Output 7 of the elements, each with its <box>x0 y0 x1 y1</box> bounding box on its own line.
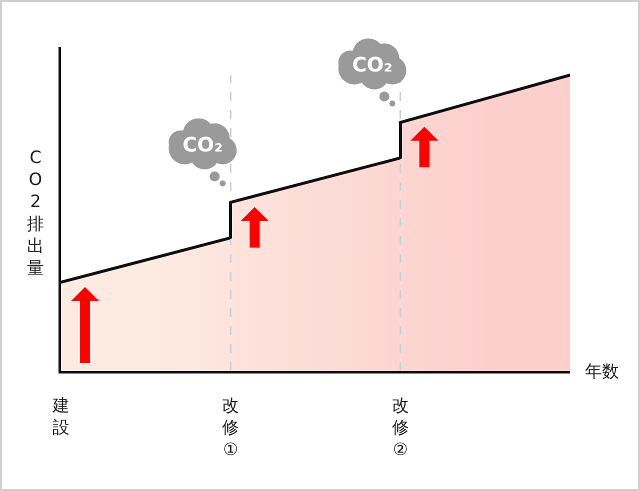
x-tick-label: 改修① <box>222 396 240 460</box>
annotation: CO₂ <box>182 132 223 156</box>
x-tick-label: 改修② <box>392 396 409 460</box>
x-tick-label: 建設 <box>52 396 70 438</box>
annotation: CO₂ <box>352 52 393 76</box>
x-axis-title: 年数 <box>585 362 619 382</box>
y-axis-title: CO2排出量 <box>27 148 44 278</box>
